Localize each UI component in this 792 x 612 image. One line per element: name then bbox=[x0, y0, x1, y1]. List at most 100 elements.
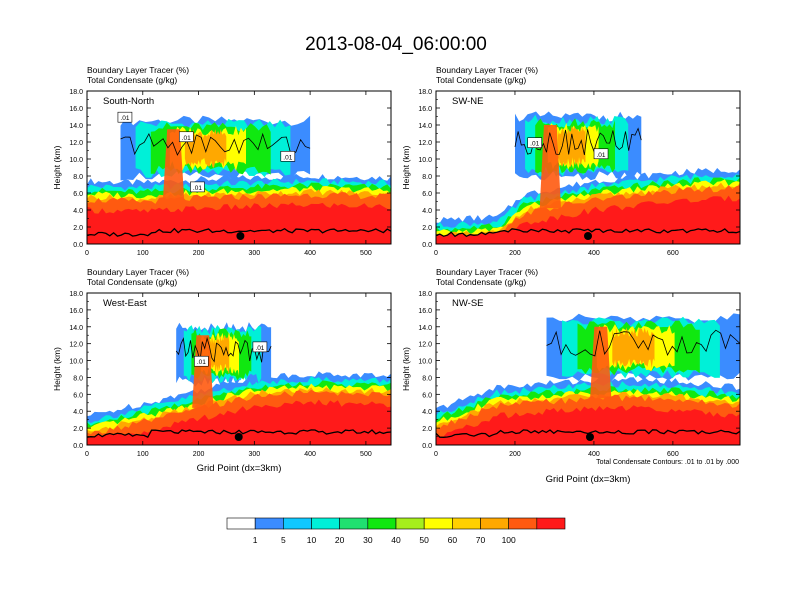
y-tick-label: 0.0 bbox=[422, 443, 432, 450]
y-tick-label: 12.0 bbox=[418, 342, 432, 349]
colorbar-swatch bbox=[339, 517, 369, 530]
y-tick-label: 14.0 bbox=[418, 325, 432, 332]
y-tick-label: 18.0 bbox=[418, 89, 432, 96]
panel-label: South-North bbox=[103, 96, 154, 107]
tracer-band-7 bbox=[436, 405, 740, 445]
contour-label-box bbox=[252, 341, 268, 353]
location-marker bbox=[236, 232, 245, 240]
panel-subtitle-line1: Boundary Layer Tracer (%) bbox=[436, 267, 538, 277]
colorbar-swatch bbox=[254, 517, 284, 530]
contour-label-box bbox=[190, 181, 205, 193]
x-tick-label: 200 bbox=[193, 250, 205, 257]
x-tick-label: 600 bbox=[667, 451, 679, 458]
contour-label-box bbox=[593, 148, 609, 160]
y-tick-label: 16.0 bbox=[69, 308, 83, 315]
x-tick-label: 200 bbox=[193, 451, 205, 458]
y-tick-label: 2.0 bbox=[73, 426, 83, 433]
location-marker bbox=[585, 433, 594, 441]
colorbar-label: 50 bbox=[419, 535, 429, 545]
contour-label-box bbox=[280, 151, 296, 162]
cloud-tracer-5 bbox=[208, 334, 230, 374]
x-tick-label: 600 bbox=[667, 250, 679, 257]
colorbar-swatch bbox=[395, 517, 425, 530]
y-axis-label: Height (km) bbox=[401, 347, 411, 391]
y-tick-label: 14.0 bbox=[69, 325, 83, 332]
updraft-column bbox=[192, 335, 214, 408]
contour-label-box bbox=[117, 111, 133, 123]
y-tick-label: 10.0 bbox=[418, 359, 432, 366]
location-marker bbox=[584, 232, 592, 240]
colorbar-label: 10 bbox=[307, 535, 317, 545]
terrain-line bbox=[87, 227, 391, 237]
y-tick-label: 8.0 bbox=[422, 375, 432, 382]
x-tick-label: 500 bbox=[360, 451, 372, 458]
y-tick-label: 12.0 bbox=[418, 140, 432, 147]
y-tick-label: 6.0 bbox=[422, 392, 432, 399]
y-tick-label: 10.0 bbox=[69, 157, 83, 164]
y-axis-label: Height (km) bbox=[52, 347, 62, 391]
panel-subtitle-line2: Total Condensate (g/kg) bbox=[87, 277, 177, 287]
tracer-band-7 bbox=[436, 195, 740, 244]
y-tick-label: 8.0 bbox=[422, 174, 432, 181]
y-axis-label: Height (km) bbox=[52, 145, 62, 189]
x-tick-label: 0 bbox=[85, 451, 89, 458]
panel-subtitle-line2: Total Condensate (g/kg) bbox=[436, 75, 526, 85]
colorbar-swatch bbox=[367, 517, 397, 530]
y-tick-label: 4.0 bbox=[73, 208, 83, 215]
panel-label-box bbox=[89, 296, 161, 310]
condensate-contour bbox=[546, 329, 740, 357]
colorbar-swatch bbox=[283, 517, 312, 530]
y-tick-label: 18.0 bbox=[69, 89, 83, 96]
figure-title: 2013-08-04_06:00:00 bbox=[305, 34, 487, 55]
chart-panel-3: Boundary Layer Tracer (%)Total Condensat… bbox=[52, 267, 392, 474]
tracer-band-7 bbox=[87, 202, 391, 244]
y-tick-label: 10.0 bbox=[69, 359, 83, 366]
panel-label-box bbox=[438, 94, 510, 108]
colorbar-label: 40 bbox=[391, 535, 401, 545]
updraft-column bbox=[539, 125, 561, 209]
colorbar-swatch bbox=[480, 517, 509, 530]
x-tick-label: 400 bbox=[304, 451, 316, 458]
y-tick-label: 14.0 bbox=[69, 123, 83, 130]
terrain-line bbox=[87, 429, 391, 439]
condensate-contour bbox=[120, 132, 311, 157]
colorbar-label: 30 bbox=[363, 535, 373, 545]
y-tick-label: 4.0 bbox=[73, 409, 83, 416]
contour-label: .01 bbox=[283, 154, 292, 161]
y-tick-label: 0.0 bbox=[73, 443, 83, 450]
panel-subtitle-line1: Boundary Layer Tracer (%) bbox=[87, 65, 189, 75]
x-tick-label: 0 bbox=[85, 250, 89, 257]
colorbar-swatch bbox=[423, 517, 453, 530]
colorbar-label: 100 bbox=[502, 535, 516, 545]
x-tick-label: 0 bbox=[434, 250, 438, 257]
colorbar-swatch bbox=[311, 517, 340, 530]
panel-label: SW-NE bbox=[452, 96, 484, 107]
x-tick-label: 400 bbox=[588, 250, 600, 257]
colorbar-label: 5 bbox=[281, 535, 286, 545]
location-marker bbox=[234, 433, 243, 441]
panel-label: West-East bbox=[103, 298, 147, 309]
panel-label-box bbox=[89, 94, 161, 108]
cloud-tracer-5 bbox=[612, 327, 655, 369]
x-tick-label: 100 bbox=[137, 250, 149, 257]
y-tick-label: 8.0 bbox=[73, 375, 83, 382]
plot-area: .01 .01 .01 .01 bbox=[87, 91, 391, 244]
contour-label: .01 bbox=[197, 359, 206, 366]
x-tick-label: 400 bbox=[588, 451, 600, 458]
updraft-column bbox=[590, 326, 612, 399]
y-tick-label: 0.0 bbox=[422, 242, 432, 249]
contour-label-box bbox=[527, 137, 543, 148]
panel-label-box bbox=[438, 296, 510, 310]
x-tick-label: 300 bbox=[248, 451, 260, 458]
panel-label: NW-SE bbox=[452, 298, 484, 309]
y-tick-label: 10.0 bbox=[418, 157, 432, 164]
x-axis-label: Grid Point (dx=3km) bbox=[197, 463, 282, 474]
x-tick-label: 200 bbox=[509, 250, 521, 257]
colorbar-label: 1 bbox=[253, 535, 258, 545]
y-tick-label: 4.0 bbox=[422, 409, 432, 416]
contour-label: .01 bbox=[193, 185, 202, 192]
y-tick-label: 16.0 bbox=[418, 106, 432, 113]
y-tick-label: 14.0 bbox=[418, 123, 432, 130]
contour-label: .01 bbox=[120, 115, 129, 122]
y-tick-label: 18.0 bbox=[69, 291, 83, 298]
